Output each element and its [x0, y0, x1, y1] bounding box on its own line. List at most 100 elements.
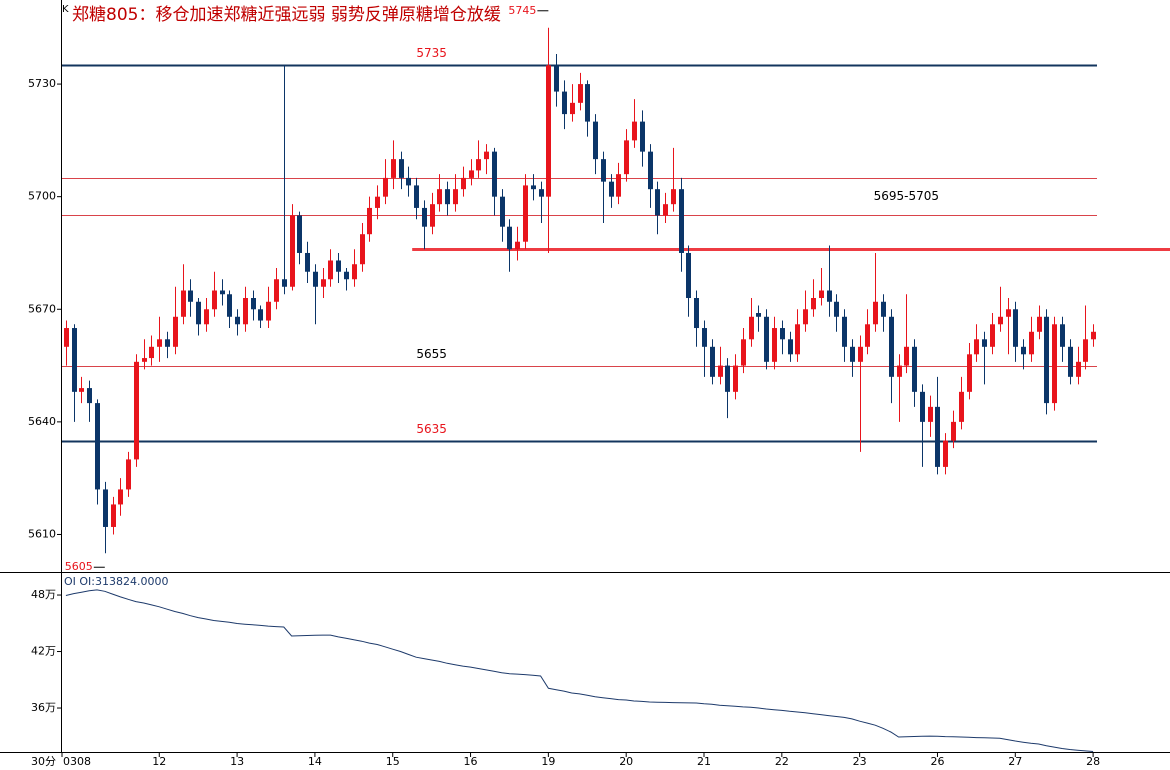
candle-body [227, 294, 232, 317]
candle-body [858, 346, 863, 362]
level-label: 5655 [416, 347, 447, 361]
level-label: 5735 [416, 46, 447, 60]
candle-body [476, 159, 481, 171]
x-tick-label: 21 [697, 755, 711, 768]
candle-body [655, 189, 660, 216]
candle-body [772, 328, 777, 362]
candle-body [1091, 331, 1096, 340]
candle-body [803, 309, 808, 325]
candle-body [1029, 331, 1034, 355]
band-label: 5695-5705 [874, 189, 939, 203]
y-tick-label: 5730 [28, 77, 56, 90]
candle-body [126, 459, 131, 490]
candle-body [445, 189, 450, 205]
candle-body [266, 301, 271, 321]
candle-body [204, 309, 209, 325]
x-tick-label: 27 [1008, 755, 1022, 768]
candle-body [725, 365, 730, 392]
candle-body [282, 279, 287, 287]
candle-body [640, 121, 645, 152]
candle-body [87, 388, 92, 404]
y-tick-label: 36万 [31, 701, 56, 714]
candle-body [764, 316, 769, 362]
candle-body [430, 204, 435, 227]
x-tick-label: 28 [1086, 755, 1100, 768]
candle-body [694, 298, 699, 329]
candle-body [943, 440, 948, 467]
candle-body [780, 328, 785, 340]
candle-body [920, 391, 925, 422]
candle-body [492, 151, 497, 197]
candle-body [686, 252, 691, 299]
y-tick-label: 5700 [28, 190, 56, 203]
candle-body [827, 290, 832, 302]
candle-body [111, 504, 116, 527]
candle-body [974, 339, 979, 355]
candle-body [484, 151, 489, 160]
candle-body [756, 313, 761, 317]
candle-body [554, 65, 559, 92]
candle-body [873, 301, 878, 325]
candle-body [539, 189, 544, 197]
candle-body [811, 298, 816, 310]
candle-body [437, 189, 442, 205]
candle-body [990, 324, 995, 347]
candle-body [889, 316, 894, 377]
candle-body [834, 301, 839, 317]
candle-body [749, 316, 754, 340]
x-tick-label: 16 [464, 755, 478, 768]
candle-body [79, 388, 84, 392]
candle-body [305, 252, 310, 272]
candle-body [951, 421, 956, 441]
candle-body [788, 339, 793, 355]
x-tick-label: 12 [152, 755, 166, 768]
level-label: 5635 [416, 422, 447, 436]
candle-body [663, 204, 668, 216]
oi-legend: OI OI:313824.0000 [64, 575, 169, 588]
candle-body [328, 260, 333, 280]
candle-body [383, 177, 388, 197]
candle-body [258, 309, 263, 321]
candle-body [95, 403, 100, 490]
candle-body [959, 391, 964, 422]
candle-body [212, 290, 217, 310]
candle-body [935, 406, 940, 467]
candle-body [134, 361, 139, 460]
candle-body [336, 260, 341, 272]
y-tick-label: 42万 [31, 645, 56, 658]
candle-body [188, 290, 193, 302]
candle-body [928, 406, 933, 422]
candle-body [290, 215, 295, 287]
candle-body [72, 328, 77, 392]
candle-body [904, 346, 909, 366]
candle-body [181, 290, 186, 317]
candle-body [453, 189, 458, 205]
candle-body [196, 301, 201, 325]
candle-body [616, 174, 621, 197]
candle-body [585, 84, 590, 122]
candle-body [313, 271, 318, 287]
candle-body [967, 354, 972, 392]
candle-body [469, 170, 474, 178]
candle-body [912, 346, 917, 392]
candle-body [570, 102, 575, 115]
x-tick-label: 23 [853, 755, 867, 768]
candle-body [1013, 309, 1018, 347]
x-tick-label: 26 [930, 755, 944, 768]
candle-body [523, 185, 528, 242]
y-tick-label: 5640 [28, 415, 56, 428]
candle-body [865, 324, 870, 347]
candle-body [1060, 324, 1065, 347]
candle-body [360, 234, 365, 265]
candle-body [881, 301, 886, 317]
candle-body [173, 316, 178, 347]
candle-body [562, 91, 567, 115]
x-tick-label: 13 [230, 755, 244, 768]
candle-body [157, 339, 162, 347]
candle-body [982, 339, 987, 347]
candle-body [819, 290, 824, 299]
candle-body [842, 316, 847, 347]
candle-body [64, 328, 69, 347]
high-label: 5745 [508, 4, 536, 17]
